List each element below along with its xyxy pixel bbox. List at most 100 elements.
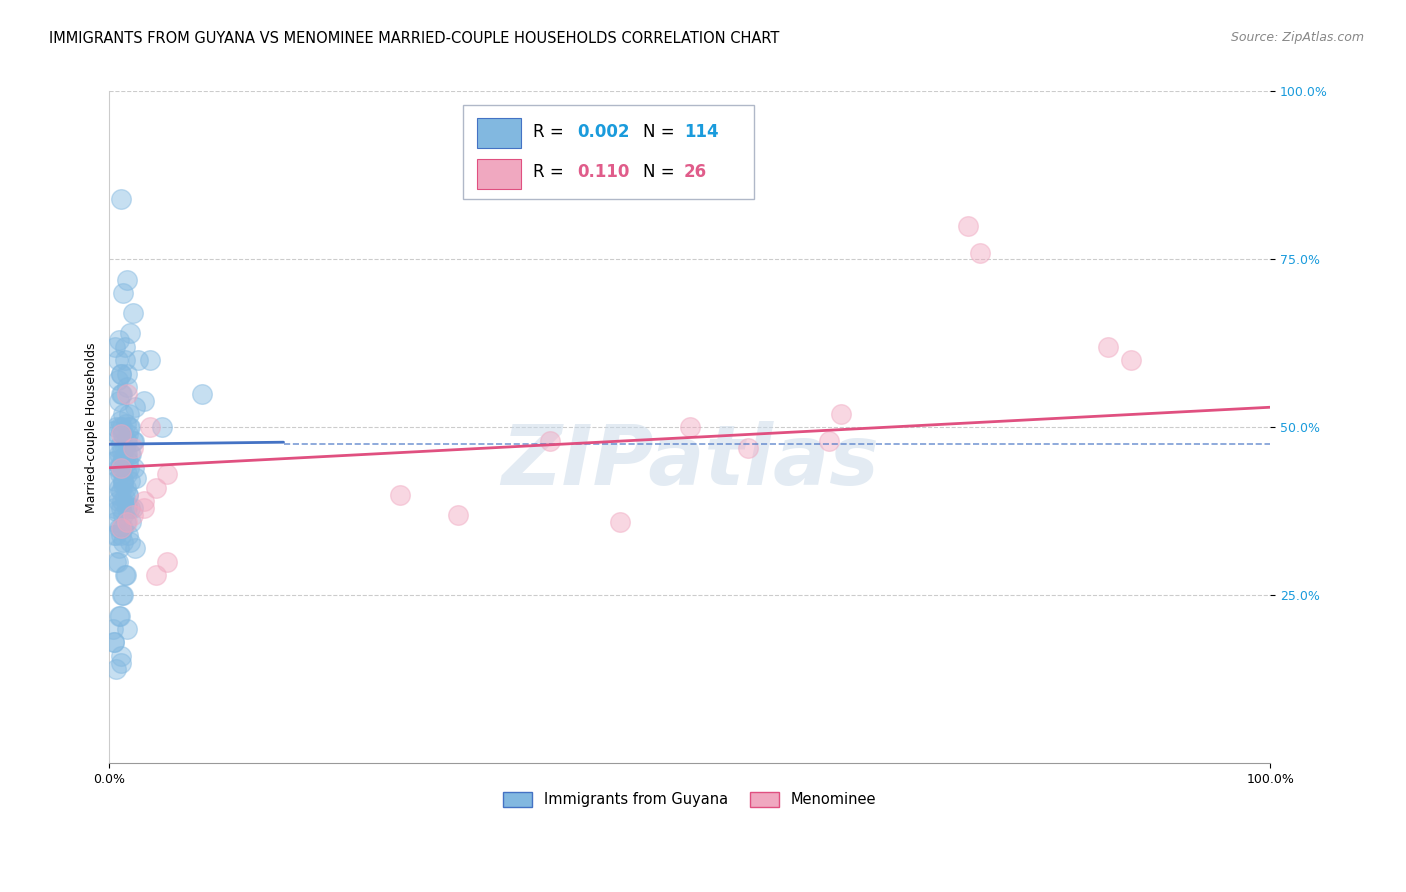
FancyBboxPatch shape [478,119,522,148]
Point [110,528,132,542]
Point [107,430,129,444]
Point [107,460,129,475]
Point [121,306,143,320]
Point [540,434,562,448]
Point [107,393,129,408]
Point [818,434,841,448]
Point [110,458,132,472]
Point [1119,353,1142,368]
Point [111,386,134,401]
Point [117,454,139,468]
Point [111,494,134,508]
Point [110,386,132,401]
Point [114,515,136,529]
Point [125,471,148,485]
Point [103,635,125,649]
Point [110,656,132,670]
Point [107,541,129,556]
Point [115,498,138,512]
Point [118,407,141,421]
Point [114,441,136,455]
Point [117,528,139,542]
Point [117,427,139,442]
Point [114,491,136,505]
Point [122,434,145,448]
Point [111,444,134,458]
FancyBboxPatch shape [478,159,522,189]
Point [114,417,136,431]
Y-axis label: Married-couple Households: Married-couple Households [86,343,98,513]
Point [156,467,179,482]
Point [112,474,135,488]
Point [104,340,127,354]
Point [107,441,129,455]
Point [104,515,127,529]
Point [115,272,138,286]
Text: N =: N = [644,123,681,141]
Point [110,367,132,381]
Point [121,441,143,455]
Point [957,219,980,233]
Point [110,501,132,516]
Point [105,504,128,518]
Point [134,494,156,508]
Point [191,386,214,401]
Point [679,420,702,434]
Point [110,460,132,475]
Point [104,474,127,488]
Point [115,447,138,461]
Point [115,501,138,516]
Point [110,367,132,381]
Point [108,414,131,428]
Point [107,521,129,535]
Point [101,622,124,636]
Point [107,333,129,347]
Point [110,427,132,442]
Point [111,589,134,603]
Point [103,454,125,468]
Point [139,353,162,368]
Point [112,521,135,535]
Point [101,424,124,438]
Text: 0.110: 0.110 [578,163,630,181]
Point [121,434,143,448]
Text: ZIPatlas: ZIPatlas [501,420,879,501]
Point [118,420,141,434]
Point [112,427,135,442]
Point [114,353,136,368]
Point [108,460,131,475]
Point [115,386,138,401]
Point [110,437,132,451]
Point [117,488,139,502]
Point [115,467,138,482]
Point [107,447,129,461]
Point [105,420,128,434]
Point [145,481,167,495]
Point [107,481,129,495]
Point [114,340,136,354]
Point [134,501,156,516]
Point [110,484,132,499]
Point [111,420,134,434]
Point [115,515,138,529]
Point [114,447,136,461]
Point [107,608,129,623]
Point [121,447,143,461]
Point [105,555,128,569]
Point [114,568,136,582]
Text: 0.002: 0.002 [578,123,630,141]
Point [103,635,125,649]
Point [120,474,142,488]
Point [108,467,131,482]
Point [110,521,132,535]
Point [107,555,129,569]
Text: 26: 26 [683,163,707,181]
Point [107,373,129,387]
Point [112,589,135,603]
Point [134,393,156,408]
Point [112,285,135,300]
Point [104,454,127,468]
Point [114,434,136,448]
Text: N =: N = [644,163,681,181]
Point [111,464,134,478]
